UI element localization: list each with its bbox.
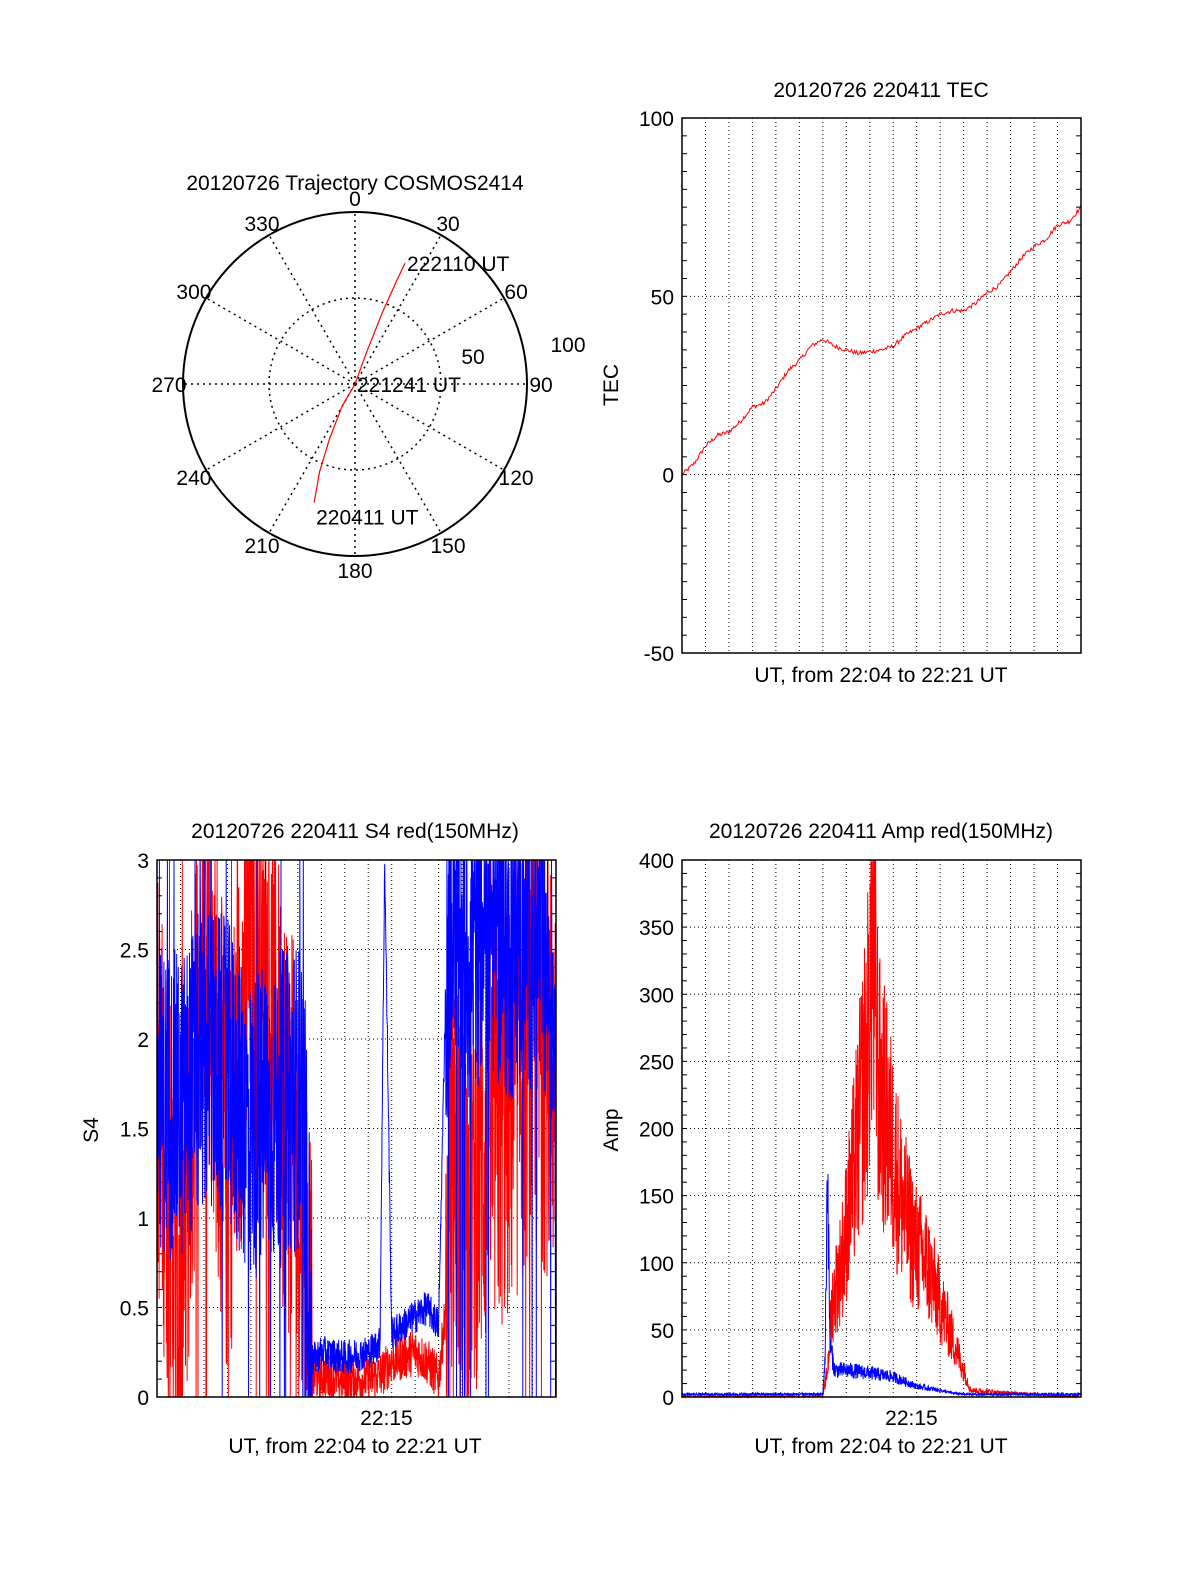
series-line-red (681, 205, 1082, 476)
x-tick-label: 22:15 (360, 1407, 413, 1430)
polar-angle-label: 330 (244, 213, 279, 236)
polar-angle-label: 240 (176, 467, 211, 490)
polar-annotation: 222110 UT (407, 253, 510, 276)
y-tick-label: 3 (137, 850, 149, 873)
y-tick-label: 0.5 (120, 1298, 149, 1321)
polar-spoke (268, 383, 356, 534)
y-tick-label: 350 (639, 917, 674, 940)
y-tick-label: 250 (639, 1051, 674, 1074)
polar-angle-label: 0 (349, 188, 361, 211)
tec-title: 20120726 220411 TEC (773, 79, 988, 102)
y-tick-label: -50 (644, 643, 674, 666)
y-tick-label: 2.5 (120, 940, 149, 963)
y-tick-label: 0 (662, 1387, 674, 1410)
polar-spoke (354, 234, 442, 385)
y-tick-label: 100 (639, 1253, 674, 1276)
polar-spoke (354, 383, 505, 471)
x-tick-label: 22:15 (885, 1407, 938, 1430)
plot-frame (156, 859, 557, 1398)
polar-outer-circle (182, 211, 528, 557)
polar-angle-label: 60 (504, 281, 527, 304)
polar-annotation: 221241 UT (357, 374, 461, 397)
polar-angle-label: 210 (244, 535, 279, 558)
polar-radial-label: 50 (461, 346, 484, 369)
amp-ylabel: Amp (600, 1108, 623, 1151)
plot-frame (681, 859, 1082, 1398)
y-tick-label: 0 (662, 465, 674, 488)
polar-spoke (205, 297, 356, 385)
tec-ylabel: TEC (600, 364, 623, 406)
polar-spoke (354, 297, 505, 385)
s4-ylabel: S4 (80, 1117, 103, 1143)
amp-xlabel: UT, from 22:04 to 22:21 UT (754, 1435, 1007, 1458)
y-tick-label: 0 (137, 1387, 149, 1410)
amp-panel: 20120726 220411 Amp red(150MHz) UT, from… (600, 820, 1082, 1458)
y-tick-label: 2 (137, 1029, 149, 1052)
y-tick-label: 50 (651, 286, 674, 309)
s4-title: 20120726 220411 S4 red(150MHz) (191, 820, 519, 843)
polar-spoke (268, 234, 356, 385)
y-tick-label: 150 (639, 1186, 674, 1209)
y-tick-label: 1 (137, 1208, 149, 1231)
polar-angle-label: 90 (529, 374, 552, 397)
series-line-blue (681, 1173, 1082, 1398)
plot-frame (681, 117, 1082, 654)
polar-angle-label: 180 (337, 560, 372, 583)
polar-angle-label: 300 (176, 281, 211, 304)
y-tick-label: 400 (639, 850, 674, 873)
polar-radial-label: 100 (550, 334, 585, 357)
s4-panel: 20120726 220411 S4 red(150MHz) UT, from … (80, 820, 557, 1458)
series-line-red (681, 859, 1081, 1399)
polar-angle-label: 150 (430, 535, 465, 558)
y-tick-label: 200 (639, 1119, 674, 1142)
y-tick-label: 50 (651, 1320, 674, 1343)
s4-xlabel: UT, from 22:04 to 22:21 UT (228, 1435, 481, 1458)
polar-trajectory-panel: 20120726 Trajectory COSMOS2414 0 30 60 90 12… (151, 172, 585, 583)
polar-annotation: 220411 UT (316, 507, 419, 530)
polar-spoke (354, 383, 442, 534)
polar-trajectory-line (313, 262, 406, 503)
tec-xlabel: UT, from 22:04 to 22:21 UT (754, 664, 1007, 687)
polar-title: 20120726 Trajectory COSMOS2414 (186, 172, 524, 195)
amp-title: 20120726 220411 Amp red(150MHz) (709, 820, 1053, 843)
polar-angle-label: 120 (499, 467, 534, 490)
polar-angle-label: 30 (436, 213, 459, 236)
y-tick-label: 100 (639, 108, 674, 131)
polar-angle-label: 270 (151, 374, 186, 397)
polar-spoke (205, 383, 356, 471)
y-tick-label: 1.5 (120, 1119, 149, 1142)
tec-panel: 20120726 220411 TEC UT, from 22:04 to 22… (600, 79, 1082, 687)
y-tick-label: 300 (639, 984, 674, 1007)
